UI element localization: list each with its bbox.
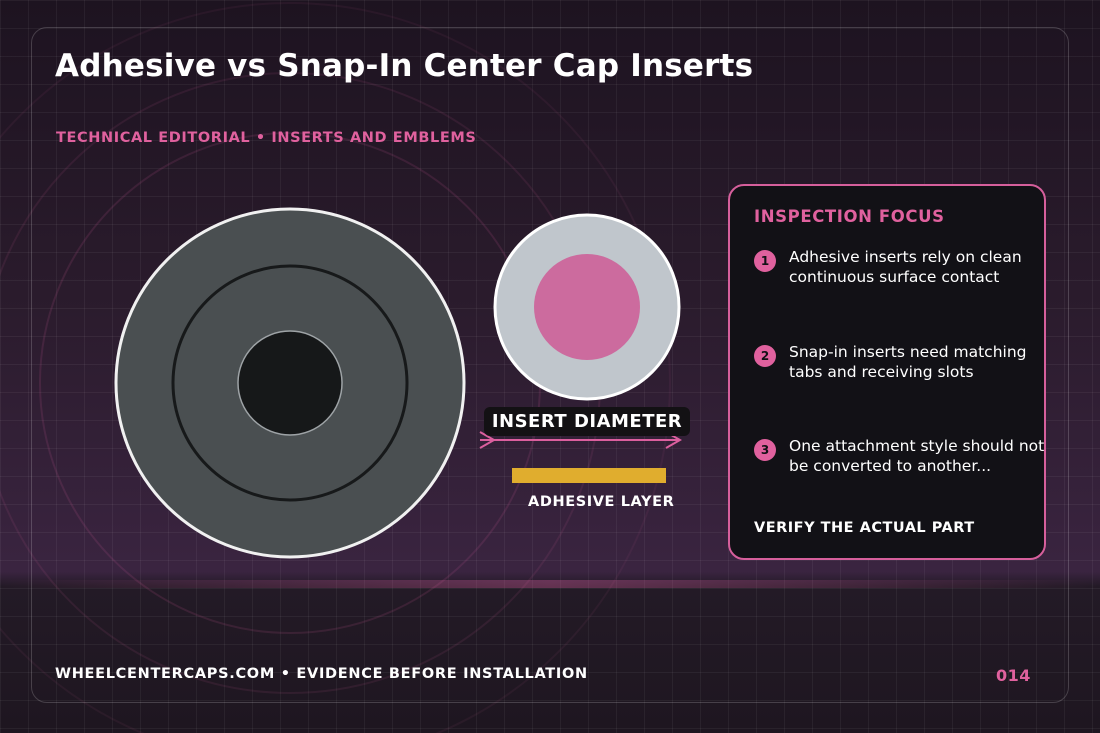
item-text: Adhesive inserts rely on clean continuou…: [789, 248, 1022, 286]
accent-band: [0, 580, 1100, 588]
footer-text: WHEELCENTERCAPS.COM • EVIDENCE BEFORE IN…: [55, 666, 588, 682]
page-number: 014: [996, 666, 1031, 685]
item-number-badge: 1: [754, 250, 776, 272]
insert-center: [534, 254, 640, 360]
item-text: Snap-in inserts need matching tabs and r…: [789, 343, 1027, 381]
panel-title: INSPECTION FOCUS: [754, 207, 945, 226]
insert-graphic: [493, 213, 681, 401]
adhesive-layer-bar: [512, 468, 666, 483]
adhesive-layer-label: ADHESIVE LAYER: [528, 494, 675, 510]
page-subtitle: TECHNICAL EDITORIAL • INSERTS AND EMBLEM…: [56, 130, 477, 146]
item-number-badge: 3: [754, 439, 776, 461]
page-title: Adhesive vs Snap-In Center Cap Inserts: [55, 48, 754, 84]
cap-inner-ring: [171, 264, 409, 502]
inspection-focus-panel: INSPECTION FOCUS 1 Adhesive inserts rely…: [728, 184, 1046, 560]
content-frame: [31, 27, 1069, 703]
item-number-badge: 2: [754, 345, 776, 367]
panel-footer-note: VERIFY THE ACTUAL PART: [754, 520, 975, 536]
insert-diameter-label: INSERT DIAMETER: [484, 407, 690, 436]
cap-center-hub: [237, 330, 343, 436]
center-cap-graphic: [114, 207, 466, 559]
item-text: One attachment style should not be conve…: [789, 437, 1045, 475]
